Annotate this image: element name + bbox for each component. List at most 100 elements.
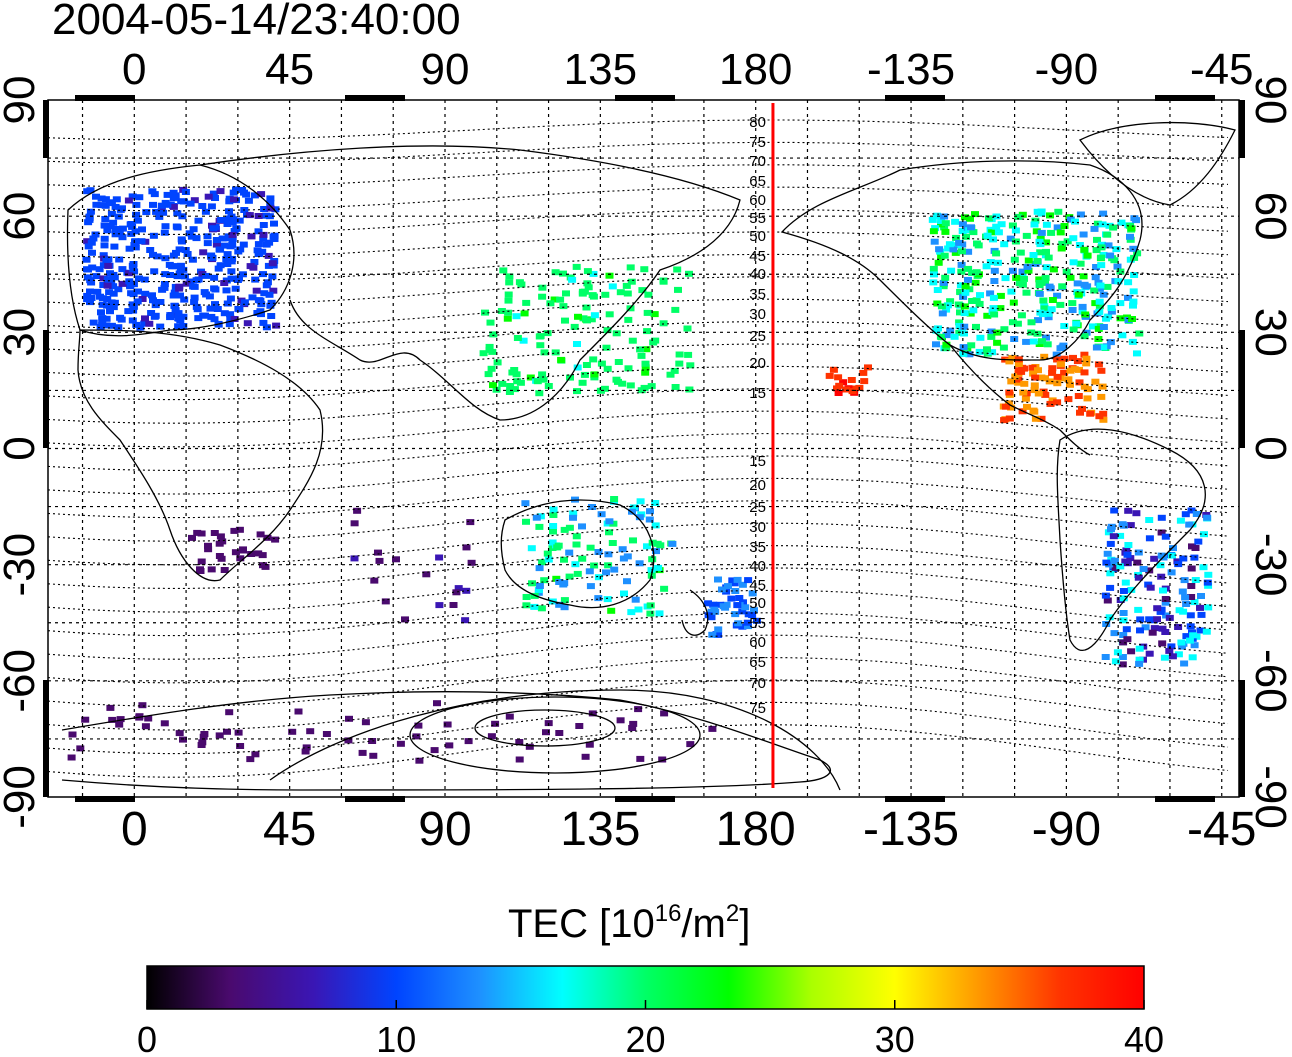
tec-cell (1116, 300, 1125, 307)
tec-cell (1127, 586, 1136, 593)
tec-cell (1144, 581, 1153, 588)
tec-cell (648, 556, 657, 563)
tec-cell (222, 256, 231, 262)
tec-cell (199, 312, 208, 319)
tec-cell (1029, 370, 1038, 377)
tec-cell (1053, 224, 1062, 231)
dip-contour-label: 15 (749, 385, 766, 402)
tec-cell (1066, 367, 1075, 374)
tec-cell (464, 738, 473, 745)
tec-cell (604, 562, 613, 569)
tec-cell (988, 229, 997, 236)
tec-cell (517, 281, 526, 288)
tec-cell (243, 320, 252, 327)
tec-cell (537, 605, 546, 612)
tec-cell (262, 324, 271, 331)
tec-cell (1118, 661, 1127, 668)
tec-cell (227, 258, 236, 265)
tec-cell (952, 234, 961, 241)
tec-cell (1041, 274, 1050, 281)
tec-cell (462, 544, 471, 551)
tec-cell (960, 330, 968, 337)
tec-cell (92, 193, 100, 200)
tec-cell (1134, 549, 1143, 556)
tec-cell (647, 383, 656, 390)
tec-cell (1041, 391, 1050, 398)
tec-cell (127, 230, 136, 237)
tec-cell (258, 248, 267, 255)
tec-cell (174, 310, 183, 317)
tec-cell (596, 387, 605, 394)
tec-cell (212, 237, 221, 243)
tec-cell (1187, 565, 1196, 572)
tec-cell (1018, 281, 1027, 288)
tec-cell (642, 346, 651, 353)
tec-cell (1132, 217, 1141, 224)
tec-cell (839, 379, 848, 386)
dip-contour-label: 35 (749, 286, 766, 303)
tec-cell (1111, 658, 1120, 665)
tec-cell (100, 242, 109, 249)
tec-cell (553, 544, 562, 551)
tec-cell (163, 201, 172, 208)
tec-cell (151, 302, 160, 309)
tec-cell (544, 556, 553, 563)
tec-cell (942, 306, 951, 313)
tec-cell (254, 228, 263, 235)
tec-cell (941, 220, 950, 227)
tec-cell (540, 349, 549, 356)
tec-cell (1150, 555, 1159, 562)
tec-cell (161, 255, 170, 262)
tec-cell (1106, 252, 1115, 259)
tec-cell (1014, 356, 1023, 363)
tec-cell (735, 595, 744, 601)
tec-cell (1037, 208, 1046, 215)
coast-central-america (949, 344, 1091, 456)
tec-cell (1042, 221, 1051, 228)
tec-cell (939, 279, 948, 286)
tec-cell (128, 223, 137, 230)
tec-cell (562, 290, 570, 297)
tec-cell (986, 259, 995, 266)
tec-cell (254, 550, 263, 557)
tec-cell (594, 574, 603, 581)
tec-cell (1028, 364, 1037, 371)
tec-cell (960, 303, 969, 310)
tec-cell (1078, 303, 1087, 310)
tec-cell (204, 542, 212, 549)
tec-cell (738, 608, 747, 615)
tec-cell (159, 209, 168, 216)
tec-cell (1053, 292, 1062, 299)
tec-cell (1180, 660, 1189, 667)
tec-cell (361, 719, 370, 726)
tec-cell (103, 276, 112, 283)
tec-cell (111, 203, 120, 210)
tec-cell (260, 290, 269, 297)
tec-cell (93, 288, 102, 295)
tec-cell (211, 301, 219, 308)
tec-cell (210, 316, 219, 323)
tec-cell (565, 549, 574, 556)
tec-cell (636, 498, 645, 505)
tec-cell (651, 500, 660, 506)
tec-cell (618, 380, 627, 387)
tec-cell (962, 233, 970, 240)
tec-cell (1014, 379, 1023, 386)
tec-cell (626, 264, 635, 271)
tec-cell (718, 586, 726, 593)
tec-cell (578, 379, 587, 386)
tec-cell (578, 290, 587, 297)
frame-bar-bottom (885, 796, 945, 802)
tec-cell (259, 319, 268, 326)
tec-cell (660, 710, 669, 717)
tec-cell (623, 553, 632, 560)
tec-cell (106, 223, 115, 229)
tec-cell (1031, 374, 1040, 381)
tec-cell (1036, 249, 1045, 256)
tec-cell (1119, 639, 1128, 646)
tec-cell (626, 382, 635, 389)
tec-cell (1190, 599, 1199, 606)
tec-cell (140, 276, 149, 283)
tec-cell (1116, 563, 1125, 570)
tec-cell (138, 296, 147, 302)
